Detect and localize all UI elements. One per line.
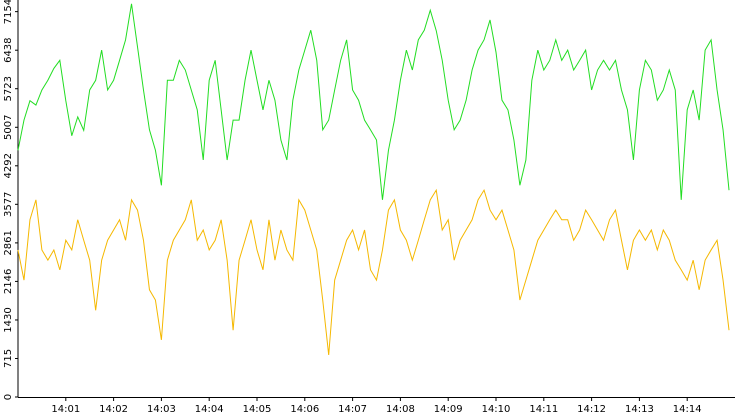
y-tick-label: 2861 xyxy=(3,230,14,255)
y-tick-label: 5007 xyxy=(3,115,14,140)
x-tick-label: 14:14 xyxy=(673,404,702,415)
x-tick-label: 14:08 xyxy=(386,404,415,415)
x-tick-label: 14:02 xyxy=(99,404,128,415)
series-line xyxy=(17,188,730,356)
x-tick-label: 14:05 xyxy=(243,404,272,415)
x-tick-label: 14:13 xyxy=(625,404,654,415)
y-tick-label: 7154 xyxy=(3,0,14,24)
x-tick-label: 14:01 xyxy=(51,404,80,415)
x-tick-label: 14:11 xyxy=(529,404,558,415)
x-tick-label: 14:09 xyxy=(434,404,463,415)
y-tick-label: 3577 xyxy=(3,192,14,217)
x-tick-label: 14:07 xyxy=(338,404,367,415)
y-tick-label: 6438 xyxy=(3,37,14,62)
y-tick-label: 715 xyxy=(3,349,14,368)
series-line xyxy=(17,3,730,200)
x-tick-label: 14:06 xyxy=(290,404,319,415)
y-tick-label: 1430 xyxy=(3,307,14,332)
x-tick-label: 14:10 xyxy=(482,404,511,415)
x-tick-label: 14:04 xyxy=(195,404,224,415)
y-tick-label: 4292 xyxy=(3,153,14,178)
x-tick-label: 14:12 xyxy=(577,404,606,415)
y-tick-label: 0 xyxy=(3,394,14,400)
y-tick-label: 2146 xyxy=(3,269,14,294)
x-tick-label: 14:03 xyxy=(147,404,176,415)
y-tick-label: 5723 xyxy=(3,76,14,101)
